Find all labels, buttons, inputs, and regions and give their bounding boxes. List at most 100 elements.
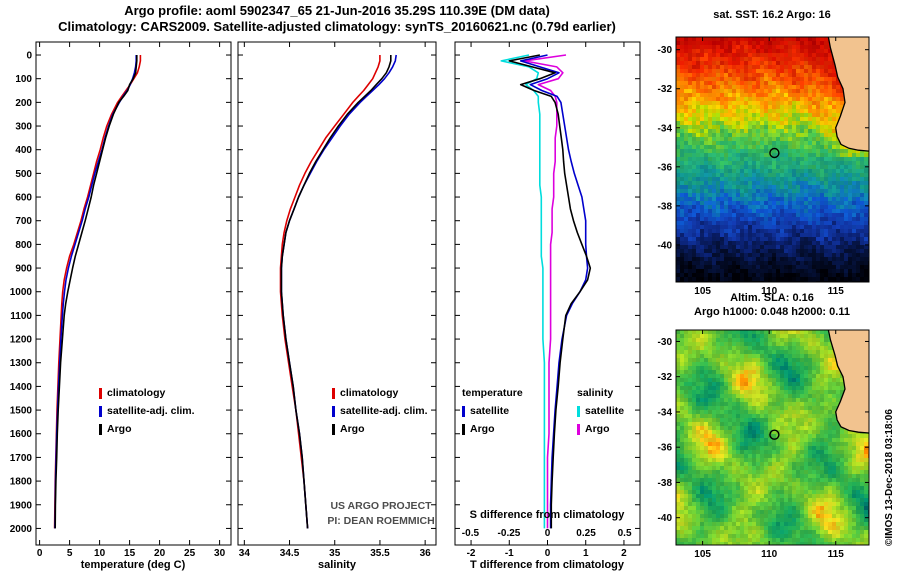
svg-text:1300: 1300 xyxy=(10,358,33,369)
salinity-legend: climatology satellite-adj. clim. Argo xyxy=(332,384,428,438)
s-difference-legend: salinity satellite Argo xyxy=(577,384,624,438)
argo-line-swatch xyxy=(99,423,102,435)
svg-text:105: 105 xyxy=(694,286,711,297)
svg-text:5: 5 xyxy=(67,548,73,559)
legend-item-s-argo: Argo xyxy=(577,420,624,438)
legend-header-salinity: salinity xyxy=(577,387,614,399)
svg-text:34: 34 xyxy=(239,548,251,559)
difference-panel xyxy=(500,54,592,529)
svg-text:1: 1 xyxy=(583,548,589,559)
svg-text:400: 400 xyxy=(15,145,32,156)
svg-text:1700: 1700 xyxy=(10,453,33,464)
legend-header-temperature: temperature xyxy=(462,387,523,399)
svg-text:0.25: 0.25 xyxy=(576,528,596,539)
svg-text:-38: -38 xyxy=(658,201,673,212)
legend-item-satellite-adj-clim: satellite-adj. clim. xyxy=(332,402,428,420)
sst-map-title: sat. SST: 16.2 Argo: 16 xyxy=(713,9,831,21)
svg-text:1600: 1600 xyxy=(10,429,33,440)
svg-text:0: 0 xyxy=(545,528,551,539)
salinity-panel xyxy=(279,54,397,529)
legend-label: Argo xyxy=(585,423,610,435)
svg-text:30: 30 xyxy=(214,548,226,559)
legend-label: satellite xyxy=(470,405,510,417)
t-difference-legend: temperature satellite Argo xyxy=(462,384,523,438)
svg-text:800: 800 xyxy=(15,240,32,251)
svg-text:1800: 1800 xyxy=(10,477,33,488)
legend-label: satellite xyxy=(585,405,625,417)
legend-label: Argo xyxy=(340,423,365,435)
legend-item-satellite-adj-clim: satellite-adj. clim. xyxy=(99,402,195,420)
legend-item-argo: Argo xyxy=(99,420,195,438)
svg-text:2000: 2000 xyxy=(10,524,33,535)
svg-text:1000: 1000 xyxy=(10,287,33,298)
argo-line-swatch xyxy=(332,423,335,435)
satellite-adj-line-swatch xyxy=(99,405,102,417)
float-position-marker xyxy=(769,429,780,440)
imos-watermark: ©IMOS 13-Dec-2018 03:18:06 xyxy=(884,409,895,546)
svg-text:36: 36 xyxy=(420,548,432,559)
legend-label: satellite-adj. clim. xyxy=(340,405,428,417)
legend-item-t-argo: Argo xyxy=(462,420,523,438)
figure-title-line2: Climatology: CARS2009. Satellite-adjuste… xyxy=(58,19,616,34)
svg-text:-0.25: -0.25 xyxy=(498,528,521,539)
svg-text:-1: -1 xyxy=(505,548,514,559)
svg-text:35: 35 xyxy=(329,548,341,559)
s-satellite-line-swatch xyxy=(577,405,580,417)
temperature-axis-label: temperature (deg C) xyxy=(80,559,186,571)
svg-text:700: 700 xyxy=(15,216,32,227)
svg-text:100: 100 xyxy=(15,74,32,85)
svg-text:900: 900 xyxy=(15,264,32,275)
svg-text:1900: 1900 xyxy=(10,500,33,511)
s-argo-line-swatch xyxy=(577,423,580,435)
svg-text:110: 110 xyxy=(761,286,778,297)
svg-text:1200: 1200 xyxy=(10,335,33,346)
svg-text:200: 200 xyxy=(15,98,32,109)
svg-text:-2: -2 xyxy=(467,548,476,559)
svg-text:0: 0 xyxy=(37,548,43,559)
svg-text:34.5: 34.5 xyxy=(280,548,300,559)
legend-item-t-satellite: satellite xyxy=(462,402,523,420)
svg-text:25: 25 xyxy=(184,548,196,559)
svg-text:15: 15 xyxy=(124,548,136,559)
t-satellite-line-swatch xyxy=(462,405,465,417)
svg-text:0: 0 xyxy=(545,548,551,559)
legend-label: climatology xyxy=(107,387,166,399)
svg-text:-36: -36 xyxy=(658,162,673,173)
sst-map xyxy=(676,37,869,282)
svg-text:-40: -40 xyxy=(658,240,673,251)
svg-text:-34: -34 xyxy=(658,123,673,134)
svg-text:-32: -32 xyxy=(658,84,673,95)
project-annotation-line1: US ARGO PROJECT xyxy=(330,500,432,512)
legend-label: satellite-adj. clim. xyxy=(107,405,195,417)
svg-text:600: 600 xyxy=(15,193,32,204)
svg-text:0: 0 xyxy=(26,51,32,62)
satellite-adj-line-swatch xyxy=(332,405,335,417)
float-position-marker xyxy=(769,147,780,159)
legend-item-climatology: climatology xyxy=(332,384,428,402)
figure-title-line1: Argo profile: aoml 5902347_65 21-Jun-201… xyxy=(124,3,550,18)
legend-item-climatology: climatology xyxy=(99,384,195,402)
svg-text:500: 500 xyxy=(15,169,32,180)
salinity-axis-label: salinity xyxy=(318,559,356,571)
svg-text:1100: 1100 xyxy=(10,311,32,322)
sla-map xyxy=(676,330,869,545)
temperature-panel xyxy=(53,55,142,529)
project-annotation-line2: PI: DEAN ROEMMICH xyxy=(327,515,435,527)
svg-text:2: 2 xyxy=(621,548,627,559)
svg-text:10: 10 xyxy=(94,548,106,559)
svg-text:0.5: 0.5 xyxy=(618,528,632,539)
temperature-legend: climatology satellite-adj. clim. Argo xyxy=(99,384,195,438)
climatology-line-swatch xyxy=(332,387,335,399)
svg-text:35.5: 35.5 xyxy=(370,548,390,559)
legend-item-s-satellite: satellite xyxy=(577,402,624,420)
svg-text:20: 20 xyxy=(154,548,166,559)
svg-text:-0.5: -0.5 xyxy=(462,528,480,539)
climatology-line-swatch xyxy=(99,387,102,399)
legend-label: climatology xyxy=(340,387,399,399)
legend-label: Argo xyxy=(470,423,495,435)
t-argo-line-swatch xyxy=(462,423,465,435)
svg-text:1500: 1500 xyxy=(10,406,33,417)
svg-text:115: 115 xyxy=(828,286,845,297)
